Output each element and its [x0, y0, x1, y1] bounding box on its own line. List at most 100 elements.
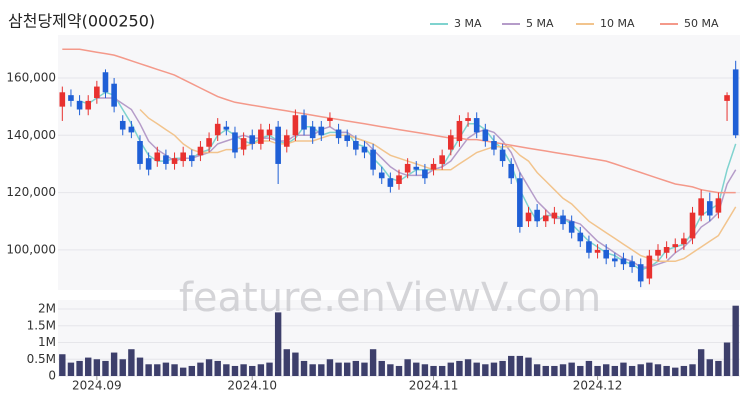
candle-body	[560, 215, 566, 225]
ma-line	[62, 48, 736, 194]
volume-bar	[231, 365, 239, 376]
candle-body	[318, 126, 325, 136]
volume-bar	[525, 357, 532, 376]
candle-body	[603, 249, 609, 259]
candle-body	[68, 95, 74, 101]
volume-bar	[76, 360, 83, 376]
volume-bar	[300, 360, 308, 376]
volume-bar	[732, 305, 739, 376]
volume-bar	[188, 365, 196, 376]
volume-bar	[697, 349, 705, 376]
volume-bar	[387, 364, 394, 376]
volume-bar	[395, 365, 403, 376]
volume-bar	[438, 365, 446, 376]
ma-line	[96, 97, 737, 268]
candle-body	[387, 178, 394, 187]
volume-bar	[326, 359, 334, 376]
volume-bar	[413, 362, 420, 376]
candle-body	[482, 129, 489, 142]
candle-body	[378, 172, 385, 179]
candle-body	[145, 158, 152, 170]
candle-body	[240, 138, 247, 150]
candle-body	[637, 264, 644, 282]
volume-bar	[93, 359, 101, 376]
candle-body	[517, 178, 523, 227]
candle-body	[232, 132, 238, 153]
volume-bar	[154, 364, 161, 376]
volume-bar	[628, 365, 636, 376]
candle-body	[223, 126, 230, 130]
candle-body	[706, 201, 713, 216]
candle-body	[577, 232, 584, 242]
volume-bar	[559, 364, 567, 376]
volume-bar	[214, 360, 221, 376]
candle-body	[206, 138, 212, 147]
candle-body	[568, 221, 575, 233]
candle-body	[353, 141, 359, 150]
chart-title: 삼천당제약(000250)	[8, 12, 155, 31]
volume-bar	[568, 362, 575, 376]
volume-bar	[646, 362, 653, 376]
legend-label: 3 MA	[454, 17, 482, 30]
candle-body	[732, 69, 739, 136]
y-tick-label: 2M	[38, 302, 56, 316]
x-tick-label: 2024.09	[72, 379, 122, 393]
volume-bar	[473, 362, 480, 376]
price-panel	[58, 35, 740, 290]
volume-bar	[611, 365, 619, 376]
candle-body	[292, 115, 299, 136]
volume-bar	[378, 360, 385, 376]
candle-body	[413, 166, 420, 170]
candle-body	[85, 100, 92, 110]
volume-bar	[620, 362, 627, 376]
legend-label: 50 MA	[684, 17, 719, 30]
candle-body	[551, 212, 558, 219]
volume-bar	[533, 364, 541, 376]
y-tick-label: 140,000	[6, 128, 56, 142]
candle-body	[119, 120, 126, 130]
candle-body	[499, 149, 506, 162]
volume-bar	[171, 364, 178, 376]
volume-bar	[654, 364, 662, 376]
candle-body	[672, 244, 679, 248]
volume-bar	[456, 360, 463, 376]
candle-body	[663, 247, 670, 253]
candle-body	[137, 141, 143, 164]
volume-bar	[292, 352, 299, 376]
volume-bar	[680, 365, 688, 376]
volume-bar	[257, 364, 265, 376]
candle-body	[534, 209, 540, 222]
volume-bar	[637, 364, 644, 376]
volume-bar	[482, 364, 489, 376]
candle-body	[283, 135, 290, 147]
candle-body	[275, 126, 281, 164]
volume-bar	[430, 365, 437, 376]
candle-body	[94, 86, 100, 99]
y-tick-label: 120,000	[6, 185, 56, 199]
candle-body	[586, 241, 592, 253]
volume-bar	[542, 365, 549, 376]
ma-line	[139, 108, 737, 263]
volume-bar	[508, 355, 515, 376]
volume-bar	[179, 367, 187, 376]
legend-label: 5 MA	[526, 17, 554, 30]
volume-bar	[499, 360, 506, 376]
y-tick-label: 100,000	[6, 242, 56, 256]
volume-bar	[516, 355, 524, 376]
candle-body	[612, 258, 618, 262]
volume-bar	[723, 342, 731, 376]
volume-bar	[162, 362, 170, 376]
volume-bar	[59, 354, 66, 376]
candle-body	[646, 255, 653, 279]
volume-bar	[119, 359, 126, 376]
candle-body	[681, 238, 687, 245]
candle-body	[163, 155, 169, 164]
volume-bar	[447, 362, 454, 376]
volume-bar	[223, 364, 230, 376]
volume-bar	[102, 360, 109, 376]
candle-body	[620, 258, 627, 265]
candle-body	[698, 198, 704, 216]
candle-body	[171, 158, 178, 164]
candle-body	[689, 212, 696, 239]
